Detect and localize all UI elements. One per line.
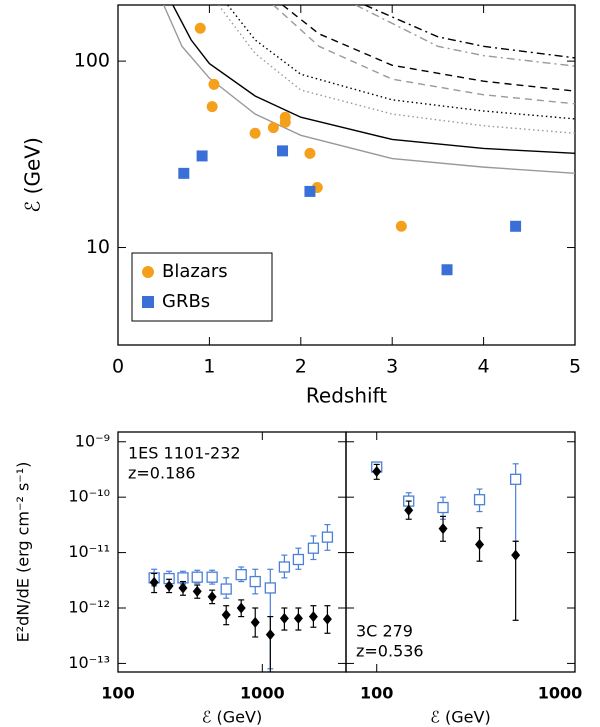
diamond-point [236,602,246,614]
blazar-point [279,116,291,128]
square-point [510,473,522,485]
y-tick-label: 10⁻⁹ [75,431,110,450]
x-tick-label: 1000 [538,684,583,703]
diamond-point [511,549,521,561]
legend-label: Blazars [162,261,228,282]
diamond-point [438,523,448,535]
x-axis-label: ℰ (GeV) [430,708,490,727]
grb-point [196,150,208,162]
grb-point [304,185,316,197]
y-axis-label: E²dN/dE (erg cm⁻² s⁻¹) [14,462,33,643]
grb-point [178,167,190,179]
x-tick-label: 100 [360,684,393,703]
y-tick-label: 10⁻¹⁰ [68,487,110,506]
square-point [292,553,305,566]
x-tick-label: 2 [295,356,307,378]
square-point [235,568,247,581]
y-tick-label: 10 [86,236,110,258]
square-point [206,571,218,583]
y-tick-label: 100 [74,50,110,72]
square-point [437,501,449,514]
blazar-point [206,101,218,113]
grb-point [441,264,453,276]
blazar-point [267,122,279,134]
legend-marker [142,266,154,278]
plot-area [148,523,334,672]
x-tick-label: 100 [101,684,134,703]
diamond-point [250,616,260,628]
diamond-point [293,612,303,624]
model-curve [172,5,575,155]
annotation: z=0.186 [128,464,196,483]
blazar-point [395,220,407,232]
x-tick-label: 0 [112,356,124,378]
square-point [307,542,320,554]
diamond-point [322,613,332,625]
grb-point [277,145,289,157]
plot-area [371,461,522,621]
plot-frame [117,4,576,346]
square-point [220,583,232,595]
diamond-point [372,466,382,478]
y-tick-label: 10⁻¹¹ [68,542,110,561]
model-curve [272,5,575,105]
legend-label: GRBs [162,291,210,312]
square-point [321,531,334,543]
blazar-point [249,127,261,139]
diamond-point [164,580,174,592]
square-point [264,582,276,594]
diamond-point [221,609,231,621]
x-tick-label: 3 [386,356,398,378]
model-curve [227,5,575,120]
annotation: 1ES 1101-232 [128,444,241,463]
square-point [191,571,203,583]
blazar-point [194,22,206,34]
diamond-point [207,591,217,603]
y-tick-label: 10⁻¹³ [68,653,110,672]
x-axis-label: ℰ (GeV) [202,708,262,727]
model-curve [355,5,575,67]
blazar-point [304,147,316,159]
plot-area [163,5,575,276]
y-tick-label: 10⁻¹² [68,598,110,617]
annotation: z=0.536 [356,642,424,661]
model-curve [217,5,575,134]
diamond-point [149,576,159,588]
square-point [249,575,261,588]
diamond-point [265,629,275,641]
y-axis-label: ℰ (GeV) [21,137,45,213]
diamond-point [475,538,485,550]
model-curve [163,5,575,175]
legend-marker [142,296,154,308]
blazar-point [208,78,220,90]
square-point [473,494,486,506]
x-tick-label: 5 [569,356,581,378]
diamond-point [192,585,202,597]
diamond-point [308,611,318,623]
x-tick-label: 1000 [240,684,285,703]
diamond-point [178,582,188,594]
legend-box [131,252,273,322]
x-tick-label: 4 [478,356,490,378]
diamond-point [404,504,414,516]
diamond-point [279,612,289,624]
annotation: 3C 279 [356,622,413,641]
plot-frame [345,431,576,673]
model-curve [282,5,575,92]
square-point [278,561,291,573]
x-tick-label: 1 [203,356,215,378]
grb-point [510,220,522,232]
x-axis-label: Redshift [306,384,387,408]
model-curve [364,5,575,59]
